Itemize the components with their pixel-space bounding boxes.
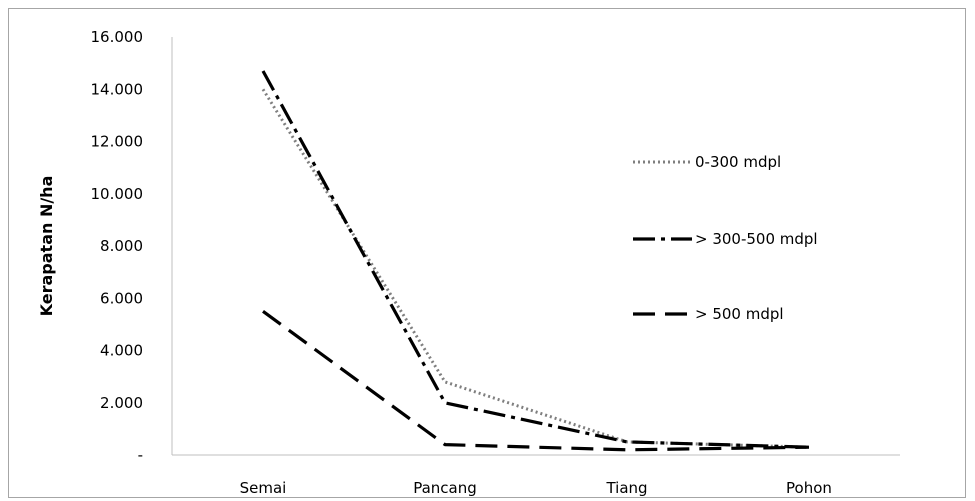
series-line xyxy=(261,70,810,449)
y-axis-title: Kerapatan N/ha xyxy=(37,176,56,317)
y-tick-label: 16.000 xyxy=(91,28,144,46)
x-tick-label: Semai xyxy=(240,479,287,497)
y-tick-label: 10.000 xyxy=(91,185,144,203)
legend-label: 0-300 mdpl xyxy=(695,153,781,171)
y-tick-label: 6.000 xyxy=(100,289,143,307)
y-tick-label: 12.000 xyxy=(91,133,144,151)
y-tick-labels: - 2.000 4.000 6.000 8.000 10.000 12.000 14.000 1… xyxy=(91,28,144,464)
x-tick-label: Pohon xyxy=(786,479,832,497)
y-tick-label: 8.000 xyxy=(100,237,143,255)
legend-label: > 500 mdpl xyxy=(695,305,784,323)
y-tick-label: - xyxy=(138,446,143,464)
x-tick-labels: Semai Pancang Tiang Pohon xyxy=(240,479,832,497)
x-tick-label: Pancang xyxy=(413,479,477,497)
y-tick-label: 2.000 xyxy=(100,394,143,412)
series-line xyxy=(261,88,810,449)
series-lines xyxy=(261,70,810,452)
y-tick-label: 4.000 xyxy=(100,342,143,360)
axes xyxy=(171,37,900,456)
x-tick-label: Tiang xyxy=(605,479,647,497)
y-tick-label: 14.000 xyxy=(91,80,144,98)
series-line xyxy=(262,310,810,452)
chart-frame xyxy=(8,8,966,498)
legend-label: > 300-500 mdpl xyxy=(695,230,818,248)
legend: 0-300 mdpl > 300-500 mdpl > 500 mdpl xyxy=(633,153,818,323)
